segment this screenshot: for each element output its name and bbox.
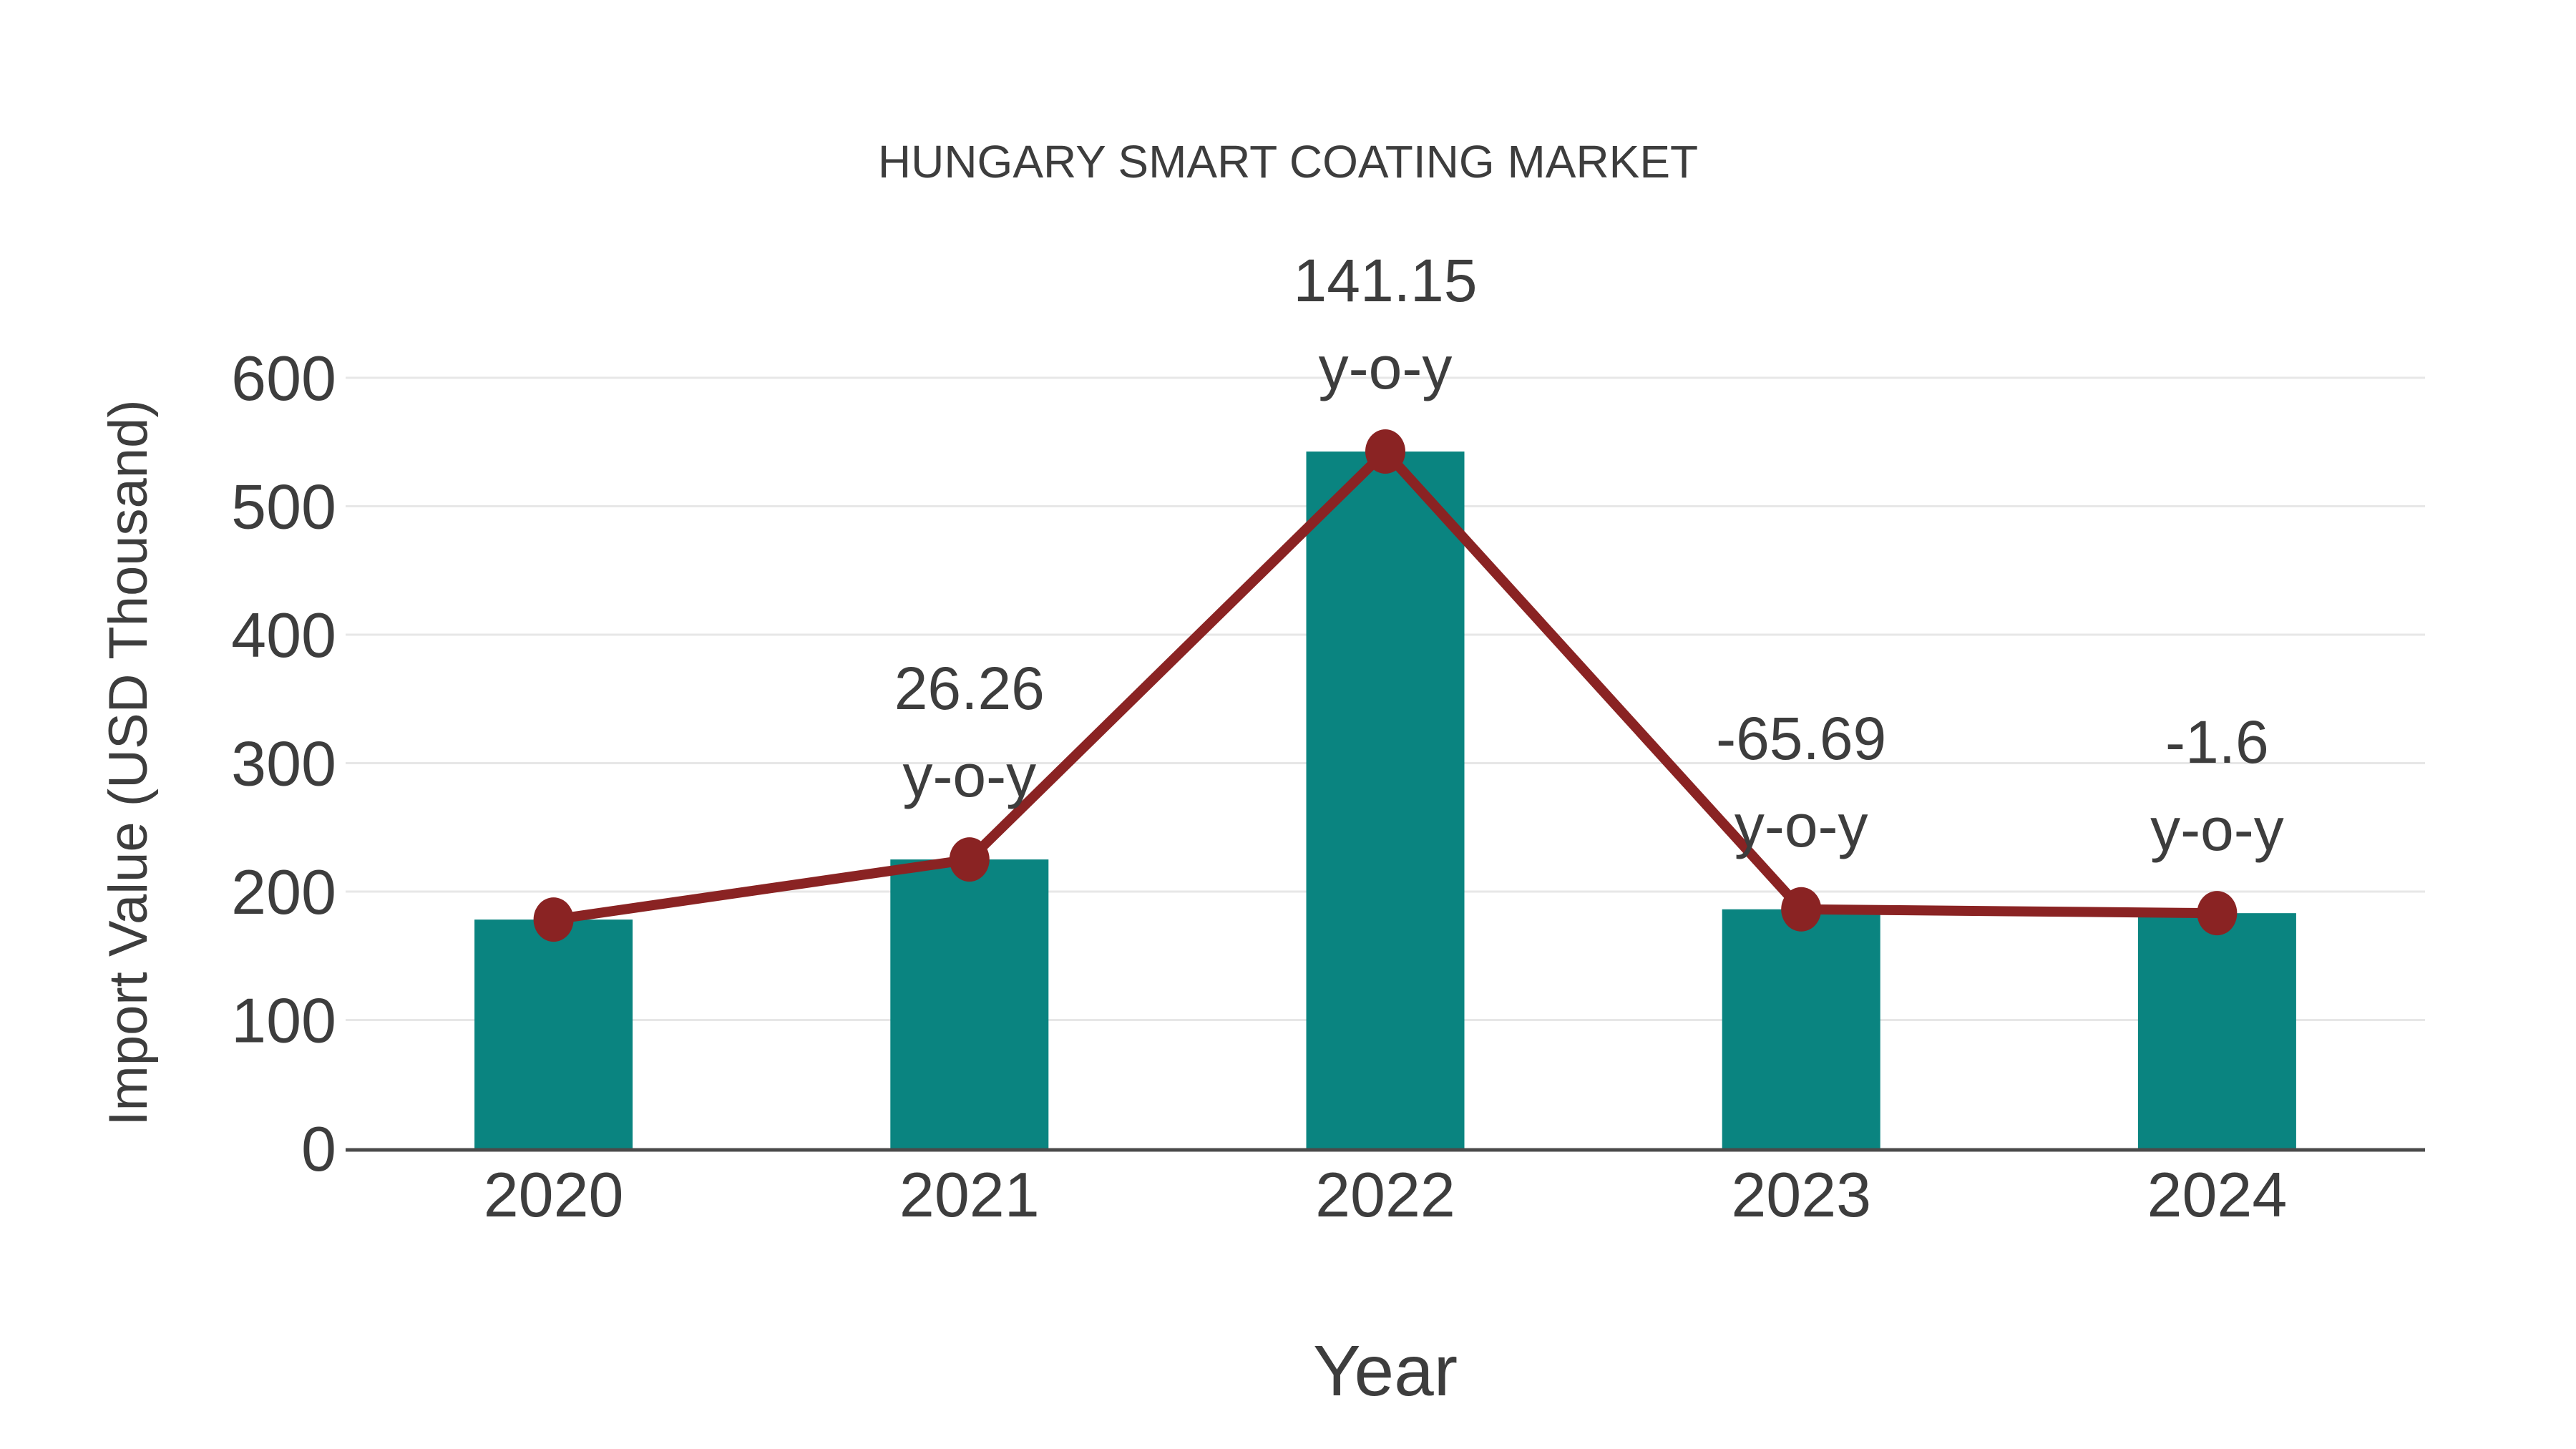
y-tick-label-400: 400 <box>231 600 336 670</box>
annotation-2022-value: 141.15 <box>1294 247 1478 314</box>
bar-2021 <box>890 859 1049 1148</box>
x-tick-label-2020: 2020 <box>484 1159 624 1230</box>
bar-2023 <box>1722 909 1880 1148</box>
x-axis-title: Year <box>1313 1331 1458 1411</box>
y-tick-label-500: 500 <box>231 472 336 542</box>
y-tick-label-300: 300 <box>231 728 336 799</box>
y-tick-label-200: 200 <box>231 857 336 927</box>
x-tick-label-2022: 2022 <box>1315 1159 1455 1230</box>
annotation-2021-label: y-o-y <box>902 742 1036 809</box>
y-tick-label-600: 600 <box>231 343 336 414</box>
x-tick-label-2024: 2024 <box>2147 1159 2288 1230</box>
trend-line-group <box>533 429 2238 942</box>
y-tick-label-100: 100 <box>231 985 336 1056</box>
y-tick-label-0: 0 <box>301 1113 336 1184</box>
bars-group <box>474 452 2296 1148</box>
chart-title: HUNGARY SMART COATING MARKET <box>878 136 1698 187</box>
bar-2022 <box>1306 452 1465 1148</box>
bar-2020 <box>474 919 633 1148</box>
annotations-group: 26.26 y-o-y 141.15 y-o-y -65.69 y-o-y -1.6 y-o-… <box>894 247 2284 863</box>
y-axis-title: Import Value (USD Thousand) <box>98 399 159 1126</box>
x-tick-label-2023: 2023 <box>1731 1159 1871 1230</box>
line-marker-2020 <box>533 897 574 942</box>
line-marker-2021 <box>949 837 990 882</box>
bar-2024 <box>2137 913 2296 1148</box>
annotation-2021-value: 26.26 <box>894 655 1045 722</box>
x-tick-label-2021: 2021 <box>899 1159 1040 1230</box>
tick-labels-group: 0 100 200 300 400 500 600 2020 2021 2022 2023 2024 <box>231 343 2287 1230</box>
line-marker-2023 <box>1781 887 1822 932</box>
annotation-2022-label: y-o-y <box>1319 334 1453 401</box>
annotation-2023-label: y-o-y <box>1735 792 1868 859</box>
annotation-2024-label: y-o-y <box>2150 796 2284 863</box>
line-marker-2022 <box>1365 429 1405 474</box>
annotation-2023-value: -65.69 <box>1716 705 1886 772</box>
line-marker-2024 <box>2197 891 2238 936</box>
annotation-2024-value: -1.6 <box>2165 708 2269 776</box>
